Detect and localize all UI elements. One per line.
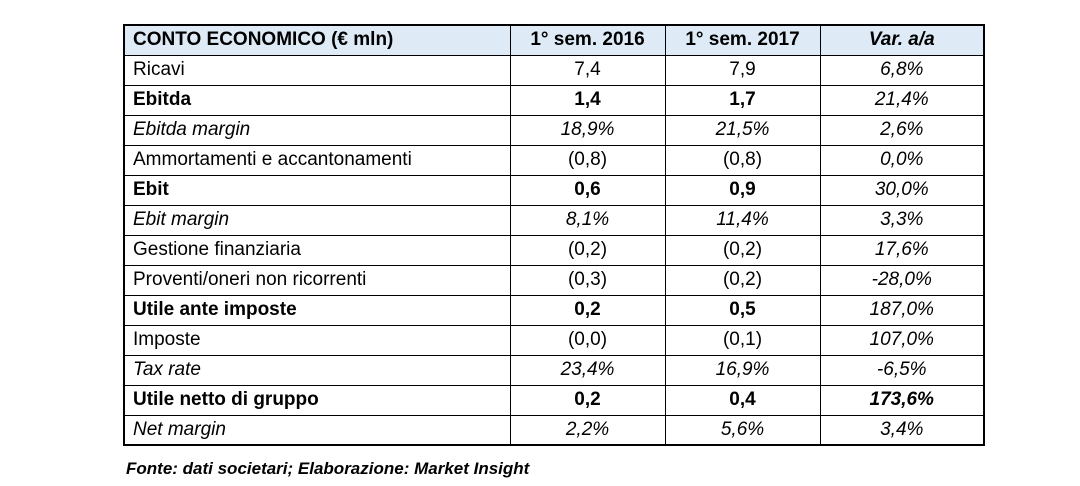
table-row: Proventi/oneri non ricorrenti (0,3) (0,2…	[123, 264, 985, 296]
header-row: CONTO ECONOMICO (€ mln) 1° sem. 2016 1° …	[123, 24, 985, 56]
row-label: Utile netto di gruppo	[123, 384, 511, 416]
income-statement-table-wrap: CONTO ECONOMICO (€ mln) 1° sem. 2016 1° …	[123, 24, 985, 446]
table-row: Ricavi 7,4 7,9 6,8%	[123, 54, 985, 86]
table-row: Ebitda margin 18,9% 21,5% 2,6%	[123, 114, 985, 146]
table-row: Gestione finanziaria (0,2) (0,2) 17,6%	[123, 234, 985, 266]
row-label: Proventi/oneri non ricorrenti	[123, 264, 511, 296]
row-label: Utile ante imposte	[123, 294, 511, 326]
value-2016: 0,6	[509, 174, 666, 206]
column-header-metric: CONTO ECONOMICO (€ mln)	[123, 24, 511, 56]
value-var: -28,0%	[819, 264, 985, 296]
row-label: Net margin	[123, 414, 511, 446]
value-2016: 7,4	[509, 54, 666, 86]
value-var: 3,3%	[819, 204, 985, 236]
value-2017: (0,8)	[664, 144, 821, 176]
row-label: Ebit	[123, 174, 511, 206]
table-row: Ebitda 1,4 1,7 21,4%	[123, 84, 985, 116]
value-2017: (0,1)	[664, 324, 821, 356]
value-2016: 23,4%	[509, 354, 666, 386]
row-label: Ebit margin	[123, 204, 511, 236]
value-2016: 18,9%	[509, 114, 666, 146]
table-row: Net margin 2,2% 5,6% 3,4%	[123, 414, 985, 446]
value-2017: 11,4%	[664, 204, 821, 236]
value-2017: (0,2)	[664, 264, 821, 296]
value-2016: (0,2)	[509, 234, 666, 266]
table-row: Ammortamenti e accantonamenti (0,8) (0,8…	[123, 144, 985, 176]
value-2016: 0,2	[509, 384, 666, 416]
value-2017: (0,2)	[664, 234, 821, 266]
value-var: 30,0%	[819, 174, 985, 206]
value-2017: 16,9%	[664, 354, 821, 386]
value-2016: 8,1%	[509, 204, 666, 236]
table-row: Utile ante imposte 0,2 0,5 187,0%	[123, 294, 985, 326]
table-row: Utile netto di gruppo 0,2 0,4 173,6%	[123, 384, 985, 416]
value-var: -6,5%	[819, 354, 985, 386]
column-header-sem-2016: 1° sem. 2016	[509, 24, 666, 56]
value-2016: (0,8)	[509, 144, 666, 176]
row-label: Gestione finanziaria	[123, 234, 511, 266]
value-var: 3,4%	[819, 414, 985, 446]
column-header-var-aa: Var. a/a	[819, 24, 985, 56]
value-var: 187,0%	[819, 294, 985, 326]
value-2016: 1,4	[509, 84, 666, 116]
column-header-sem-2017: 1° sem. 2017	[664, 24, 821, 56]
value-2017: 21,5%	[664, 114, 821, 146]
value-2017: 5,6%	[664, 414, 821, 446]
value-2016: (0,3)	[509, 264, 666, 296]
value-2016: 2,2%	[509, 414, 666, 446]
table-row: Tax rate 23,4% 16,9% -6,5%	[123, 354, 985, 386]
value-2017: 0,9	[664, 174, 821, 206]
value-var: 21,4%	[819, 84, 985, 116]
table-row: Ebit margin 8,1% 11,4% 3,3%	[123, 204, 985, 236]
income-statement-table: CONTO ECONOMICO (€ mln) 1° sem. 2016 1° …	[123, 24, 985, 446]
value-var: 17,6%	[819, 234, 985, 266]
row-label: Ammortamenti e accantonamenti	[123, 144, 511, 176]
value-var: 2,6%	[819, 114, 985, 146]
table-row: Ebit 0,6 0,9 30,0%	[123, 174, 985, 206]
value-var: 0,0%	[819, 144, 985, 176]
row-label: Tax rate	[123, 354, 511, 386]
value-var: 107,0%	[819, 324, 985, 356]
row-label: Ebitda margin	[123, 114, 511, 146]
value-2017: 0,4	[664, 384, 821, 416]
row-label: Ebitda	[123, 84, 511, 116]
value-2017: 0,5	[664, 294, 821, 326]
row-label: Ricavi	[123, 54, 511, 86]
row-label: Imposte	[123, 324, 511, 356]
value-2016: (0,0)	[509, 324, 666, 356]
value-2017: 7,9	[664, 54, 821, 86]
value-var: 6,8%	[819, 54, 985, 86]
table-row: Imposte (0,0) (0,1) 107,0%	[123, 324, 985, 356]
value-2016: 0,2	[509, 294, 666, 326]
value-2017: 1,7	[664, 84, 821, 116]
value-var: 173,6%	[819, 384, 985, 416]
source-note: Fonte: dati societari; Elaborazione: Mar…	[126, 459, 530, 478]
